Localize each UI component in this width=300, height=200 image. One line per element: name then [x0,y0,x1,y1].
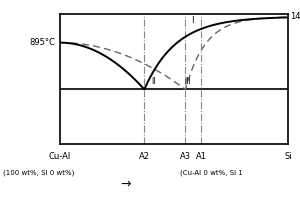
Text: Cu-Al: Cu-Al [49,152,71,161]
Text: 1414°C: 1414°C [290,12,300,21]
Text: II: II [151,76,156,86]
Text: I: I [191,16,194,25]
Text: Si: Si [284,152,292,161]
Text: III: III [184,76,191,86]
Text: (100 wt%, Si 0 wt%): (100 wt%, Si 0 wt%) [3,169,74,176]
Text: A2: A2 [139,152,150,161]
Text: (Cu-Al 0 wt%, Si 1: (Cu-Al 0 wt%, Si 1 [180,169,243,176]
Text: A3: A3 [180,152,191,161]
Text: 895°C: 895°C [30,38,56,47]
Text: →: → [121,178,131,191]
Text: A1: A1 [196,152,207,161]
